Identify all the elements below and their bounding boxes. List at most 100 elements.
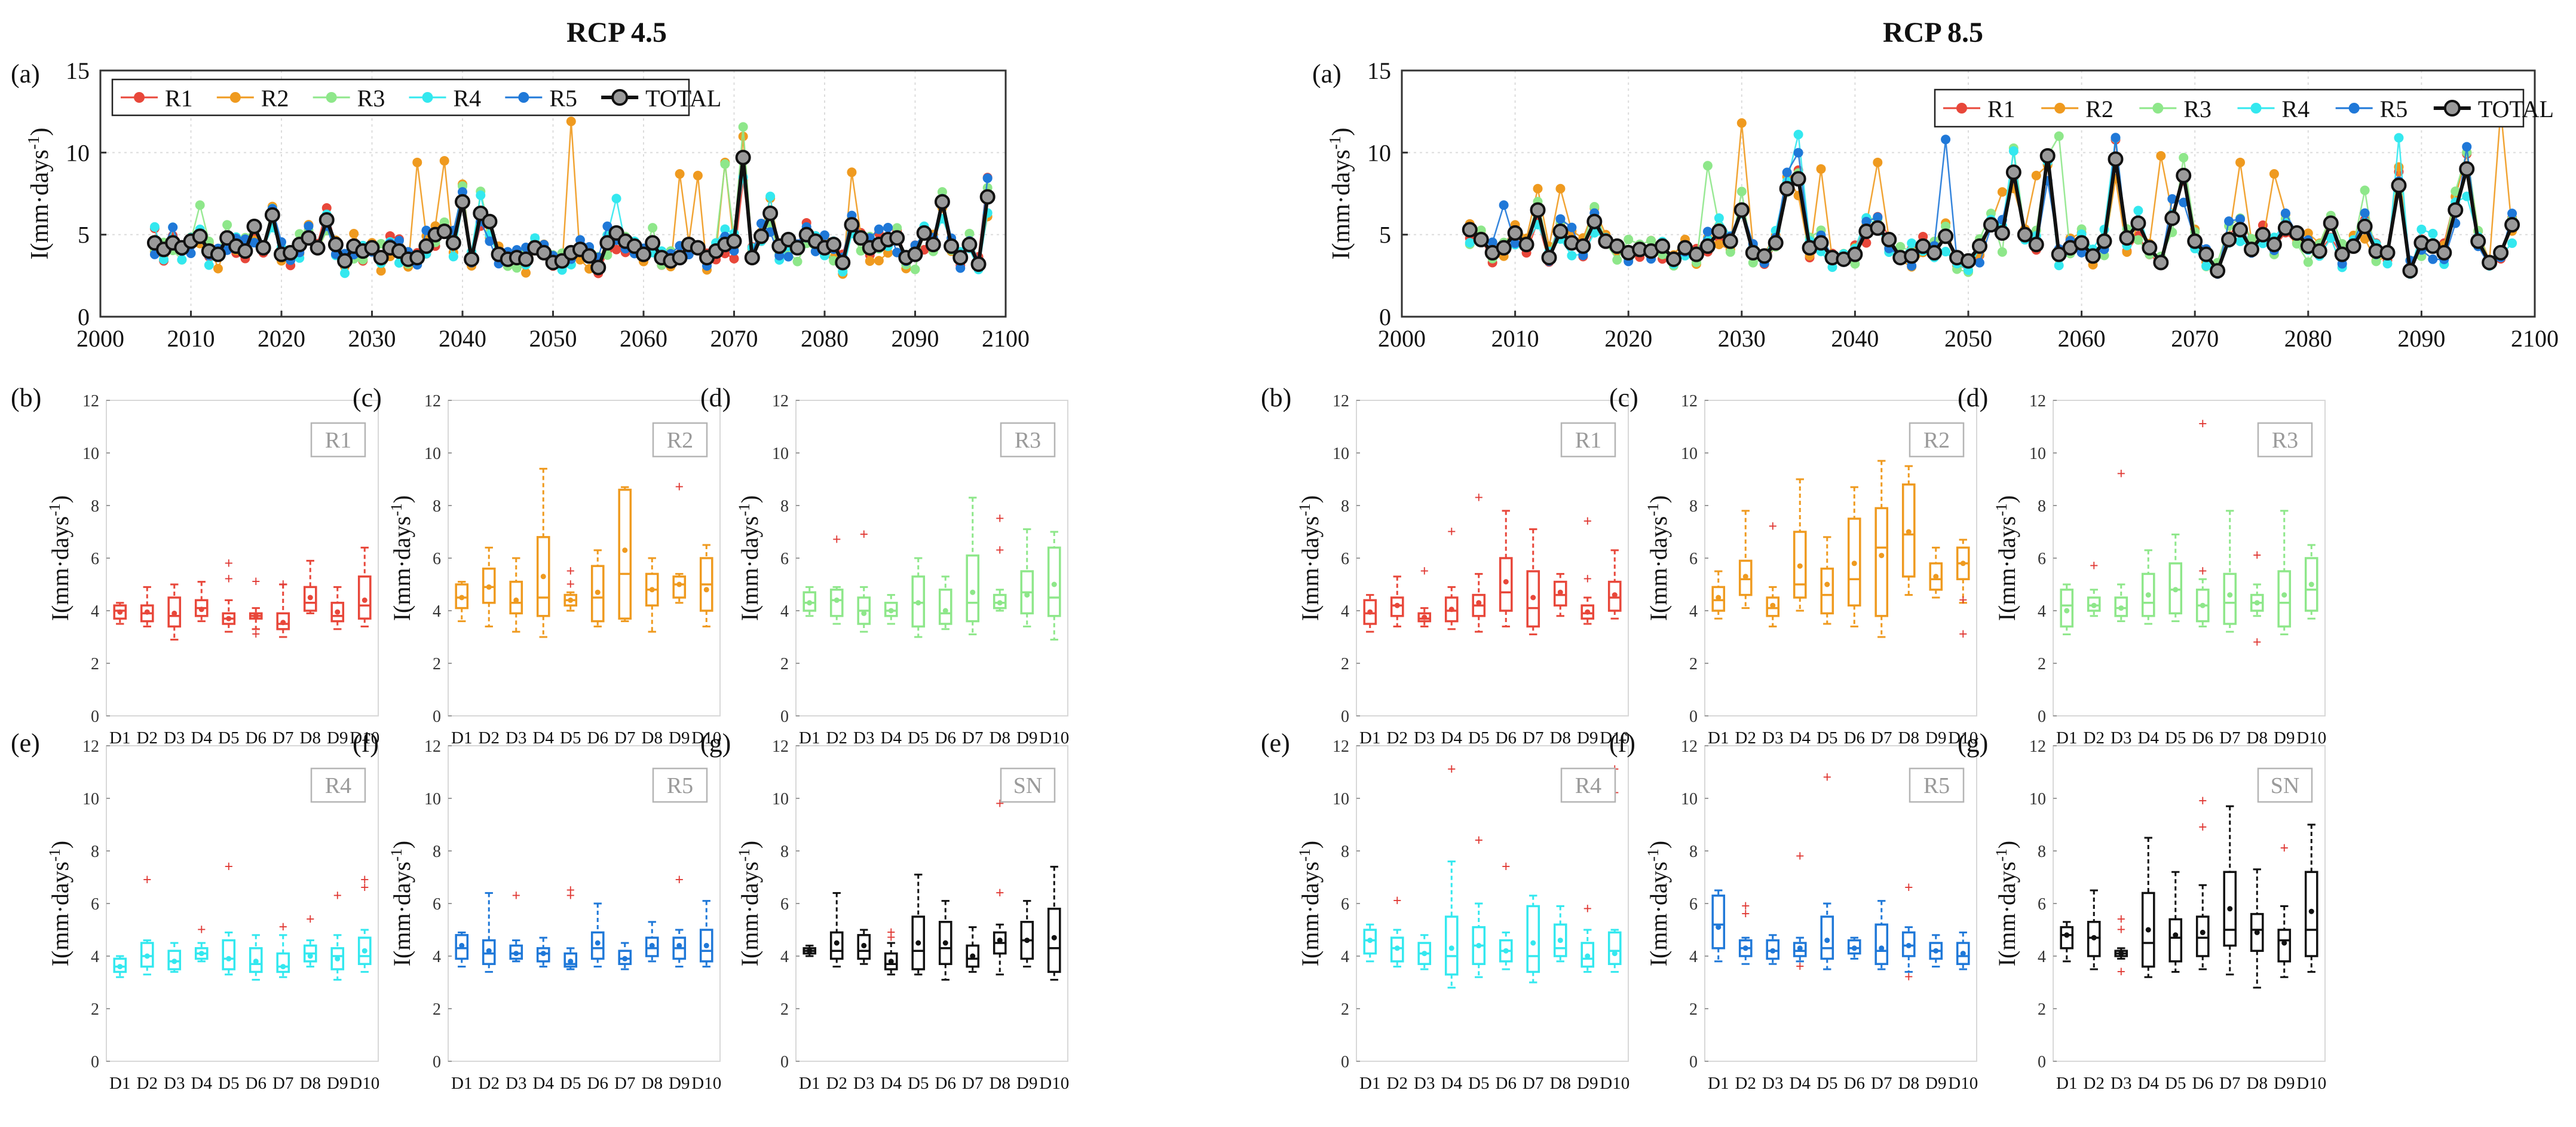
mean-marker — [144, 953, 150, 959]
r5-marker — [1567, 222, 1577, 232]
mean-marker — [459, 942, 465, 948]
outlier-marker: + — [224, 858, 233, 875]
x-tick-label: D9 — [1925, 1074, 1946, 1093]
panel-label: (g) — [700, 728, 731, 758]
box-d3 — [1417, 607, 1432, 627]
r4-marker — [1714, 213, 1724, 223]
x-tick-label: D6 — [2192, 1074, 2213, 1093]
y-tick-label: 2 — [433, 655, 441, 673]
y-tick-label: 6 — [2038, 550, 2046, 568]
outlier-marker: + — [224, 570, 233, 587]
y-axis-label: I(mm·days-1) — [1296, 495, 1324, 621]
total-marker — [844, 217, 860, 233]
box-d1 — [802, 586, 817, 617]
r3-marker — [1941, 221, 1951, 231]
box-d3 — [509, 939, 523, 963]
r3-marker — [720, 159, 730, 169]
outlier-marker: + — [1474, 489, 1483, 506]
y-tick-label: 15 — [1367, 57, 1391, 84]
total-marker — [2289, 225, 2305, 241]
r3-marker — [964, 228, 975, 238]
legend-entry-r1: R1 — [1987, 96, 2016, 122]
y-tick-label: 0 — [433, 708, 441, 726]
x-tick-label: D9 — [1016, 728, 1037, 748]
x-tick-label: 2060 — [620, 325, 667, 352]
y-tick-label: 10 — [772, 790, 789, 808]
total-marker — [2402, 263, 2418, 279]
r2-marker — [2156, 151, 2166, 161]
x-tick-label: D8 — [2247, 1074, 2268, 1093]
mean-marker — [942, 608, 948, 614]
x-tick-label: D10 — [2296, 1074, 2326, 1093]
r3-marker — [2371, 256, 2381, 267]
box-iqr — [1526, 905, 1540, 973]
total-marker — [1961, 253, 1976, 269]
mean-marker — [676, 581, 682, 587]
r5-marker — [1793, 148, 1803, 158]
y-axis-label: I(mm·days-1) — [24, 127, 54, 259]
mean-marker — [595, 589, 601, 595]
mean-marker — [1770, 602, 1776, 608]
panel-label: (b) — [1261, 383, 1291, 412]
total-marker — [2153, 255, 2169, 271]
box-d10 — [699, 544, 713, 627]
r3-marker — [910, 264, 920, 274]
mean-marker — [540, 574, 546, 580]
outlier-marker: + — [996, 541, 1004, 559]
y-tick-label: 2 — [1341, 655, 1349, 673]
mean-marker — [2227, 906, 2233, 912]
x-tick-label: 2030 — [348, 325, 396, 352]
box-d5 — [222, 599, 236, 633]
box-d8 — [1901, 926, 1916, 973]
mean-marker — [1476, 600, 1482, 606]
legend-entry-r2: R2 — [2085, 96, 2114, 122]
x-tick-label: 2010 — [1491, 325, 1539, 352]
total-marker — [970, 256, 987, 272]
total-marker — [2221, 231, 2237, 247]
mean-marker — [568, 958, 574, 964]
x-tick-label: D8 — [990, 1074, 1010, 1093]
outlier-marker: + — [252, 626, 261, 643]
r2-marker — [229, 92, 241, 103]
r2-marker — [1997, 187, 2007, 197]
x-tick-label: 2000 — [1378, 325, 1426, 352]
r3-marker — [1624, 234, 1634, 244]
total-marker — [952, 250, 969, 266]
mean-marker — [198, 951, 204, 957]
mean-marker — [861, 942, 867, 948]
y-tick-label: 6 — [1341, 895, 1349, 914]
mean-marker — [1503, 948, 1509, 954]
outlier-marker: + — [1904, 879, 1913, 896]
region-badge-label: R2 — [1923, 428, 1950, 453]
mean-marker — [1530, 940, 1536, 946]
r3-marker — [2303, 257, 2313, 267]
y-tick-label: 2 — [1689, 655, 1698, 673]
x-tick-label: D1 — [451, 1074, 472, 1093]
mean-marker — [1716, 595, 1722, 601]
x-tick-label: D5 — [908, 728, 929, 748]
r5-marker — [1873, 212, 1883, 222]
x-tick-label: D10 — [350, 728, 379, 748]
region-badge-box — [652, 422, 708, 458]
r2-marker — [349, 229, 359, 239]
x-tick-label: D4 — [191, 1074, 213, 1093]
y-axis-label: I(mm·days-1) — [1644, 495, 1673, 621]
box-iqr — [618, 488, 632, 620]
x-tick-label: D9 — [2274, 1074, 2295, 1093]
mean-marker — [1448, 607, 1454, 612]
r1-marker — [729, 253, 739, 264]
total-marker — [2051, 246, 2067, 262]
total-marker — [2130, 215, 2146, 231]
mean-marker — [1051, 581, 1057, 587]
outlier-marker: + — [360, 871, 369, 888]
mean-marker — [2281, 940, 2287, 946]
outlier-marker: + — [996, 884, 1004, 901]
total-marker — [2176, 167, 2192, 183]
box-d2 — [1738, 510, 1753, 610]
outlier-marker: + — [143, 871, 152, 888]
mean-marker — [253, 958, 259, 964]
r5-marker — [982, 173, 993, 183]
mean-marker — [1797, 563, 1803, 569]
box-d6 — [1847, 936, 1861, 960]
